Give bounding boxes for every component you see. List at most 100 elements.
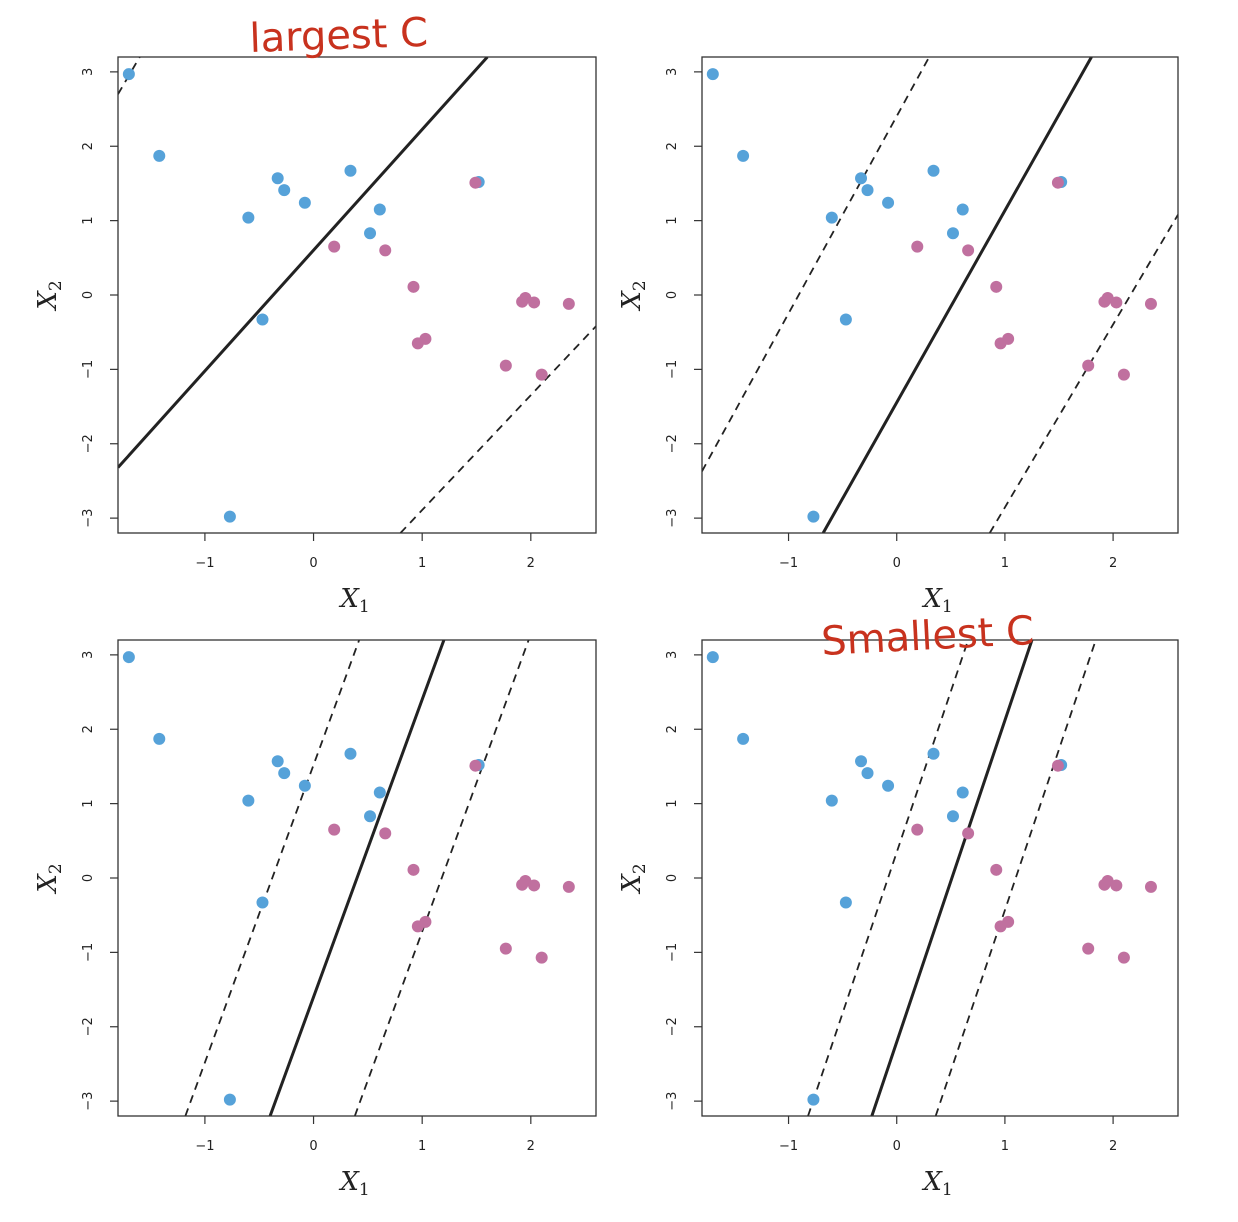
x-tick-label: 2 — [527, 556, 535, 571]
blue-point — [278, 184, 291, 197]
blue-point — [706, 68, 719, 81]
margin-line-2 — [184, 640, 361, 1116]
pink-point — [528, 296, 541, 309]
y-tick-label: 3 — [665, 68, 680, 76]
pink-point — [962, 827, 975, 840]
pink-point — [1002, 915, 1015, 928]
blue-point — [839, 313, 852, 326]
blue-point — [242, 211, 255, 224]
pink-point — [379, 244, 392, 257]
blue-point — [927, 747, 940, 760]
blue-point — [298, 196, 311, 209]
y-tick-label: 2 — [81, 725, 96, 733]
margin-line-3 — [353, 640, 530, 1116]
pink-point — [419, 332, 432, 345]
pink-point — [1110, 879, 1123, 892]
pink-point — [1144, 880, 1157, 893]
blue-point — [256, 896, 269, 909]
x-tick-label: 2 — [527, 1139, 535, 1154]
blue-point — [242, 794, 255, 807]
hyperplane-line-1 — [118, 57, 489, 469]
blue-point — [861, 767, 874, 780]
pink-point — [407, 280, 420, 293]
x-tick-label: −1 — [195, 556, 214, 571]
margin-line-3 — [934, 640, 1097, 1116]
margin-line-3 — [988, 214, 1178, 533]
blue-point — [223, 1093, 236, 1106]
hyperplane-line-1 — [268, 640, 446, 1116]
panel-4: −1 0 1 2 −3 −2 −1 0 1 2 3 X1 X2 Smallest C — [617, 608, 1179, 1200]
annotation-label: Smallest C — [820, 608, 1035, 665]
blue-point — [839, 896, 852, 909]
y-tick-label: 0 — [665, 291, 680, 299]
y-tick-label: −1 — [665, 943, 680, 962]
y-tick-label: 1 — [81, 216, 96, 224]
pink-point — [911, 240, 924, 253]
y-tick-label: −1 — [81, 943, 96, 962]
y-tick-label: −2 — [665, 434, 680, 453]
y-tick-label: −1 — [665, 360, 680, 379]
pink-point — [1117, 951, 1130, 964]
y-axis-label: X2 — [617, 863, 650, 894]
blue-point — [122, 651, 135, 664]
blue-point — [122, 68, 135, 81]
blue-point — [271, 755, 284, 768]
x-axis-label: X1 — [338, 1167, 369, 1200]
margin-line-2 — [702, 57, 930, 472]
blue-point — [706, 651, 719, 664]
y-tick-label: −2 — [81, 1017, 96, 1036]
blue-point — [825, 211, 838, 224]
panel-1: −1 0 1 2 −3 −2 −1 0 1 2 3 X1 X2 largest C — [33, 10, 597, 617]
y-tick-label: 0 — [81, 874, 96, 882]
blue-point — [223, 510, 236, 523]
x-axis-label: X1 — [338, 584, 369, 617]
y-tick-label: 1 — [665, 216, 680, 224]
pink-point — [1110, 296, 1123, 309]
pink-point — [535, 368, 548, 381]
blue-point — [807, 510, 820, 523]
y-tick-label: −2 — [665, 1017, 680, 1036]
pink-point — [469, 759, 482, 772]
blue-point — [344, 747, 357, 760]
pink-point — [962, 244, 975, 257]
y-tick-label: 3 — [81, 651, 96, 659]
pink-point — [419, 915, 432, 928]
x-tick-label: −1 — [779, 1139, 798, 1154]
pink-point — [562, 297, 575, 310]
x-tick-label: 0 — [309, 1139, 317, 1154]
x-tick-label: −1 — [779, 556, 798, 571]
y-tick-label: 2 — [81, 142, 96, 150]
x-tick-label: 2 — [1109, 1139, 1117, 1154]
blue-point — [364, 227, 377, 240]
y-axis-label: X2 — [33, 280, 66, 311]
blue-point — [278, 767, 291, 780]
margin-line-2 — [807, 640, 969, 1116]
panel-3: −1 0 1 2 −3 −2 −1 0 1 2 3 X1 X2 — [33, 639, 597, 1200]
y-tick-label: 2 — [665, 725, 680, 733]
pink-point — [328, 240, 341, 253]
y-tick-label: −3 — [665, 509, 680, 528]
x-tick-label: −1 — [195, 1139, 214, 1154]
blue-point — [946, 810, 959, 823]
blue-point — [825, 794, 838, 807]
blue-point — [271, 172, 284, 185]
hyperplane-line-1 — [821, 57, 1093, 533]
pink-point — [990, 863, 1003, 876]
y-tick-label: −3 — [81, 509, 96, 528]
pink-point — [990, 280, 1003, 293]
y-tick-label: −3 — [81, 1092, 96, 1111]
y-tick-label: 3 — [81, 68, 96, 76]
pink-point — [328, 823, 341, 836]
y-tick-label: −1 — [81, 360, 96, 379]
blue-point — [737, 732, 750, 745]
pink-point — [1002, 332, 1015, 345]
pink-point — [407, 863, 420, 876]
y-tick-label: 0 — [665, 874, 680, 882]
blue-point — [153, 149, 166, 162]
blue-point — [855, 172, 868, 185]
pink-point — [535, 951, 548, 964]
blue-point — [882, 779, 895, 792]
blue-point — [153, 732, 166, 745]
blue-point — [256, 313, 269, 326]
